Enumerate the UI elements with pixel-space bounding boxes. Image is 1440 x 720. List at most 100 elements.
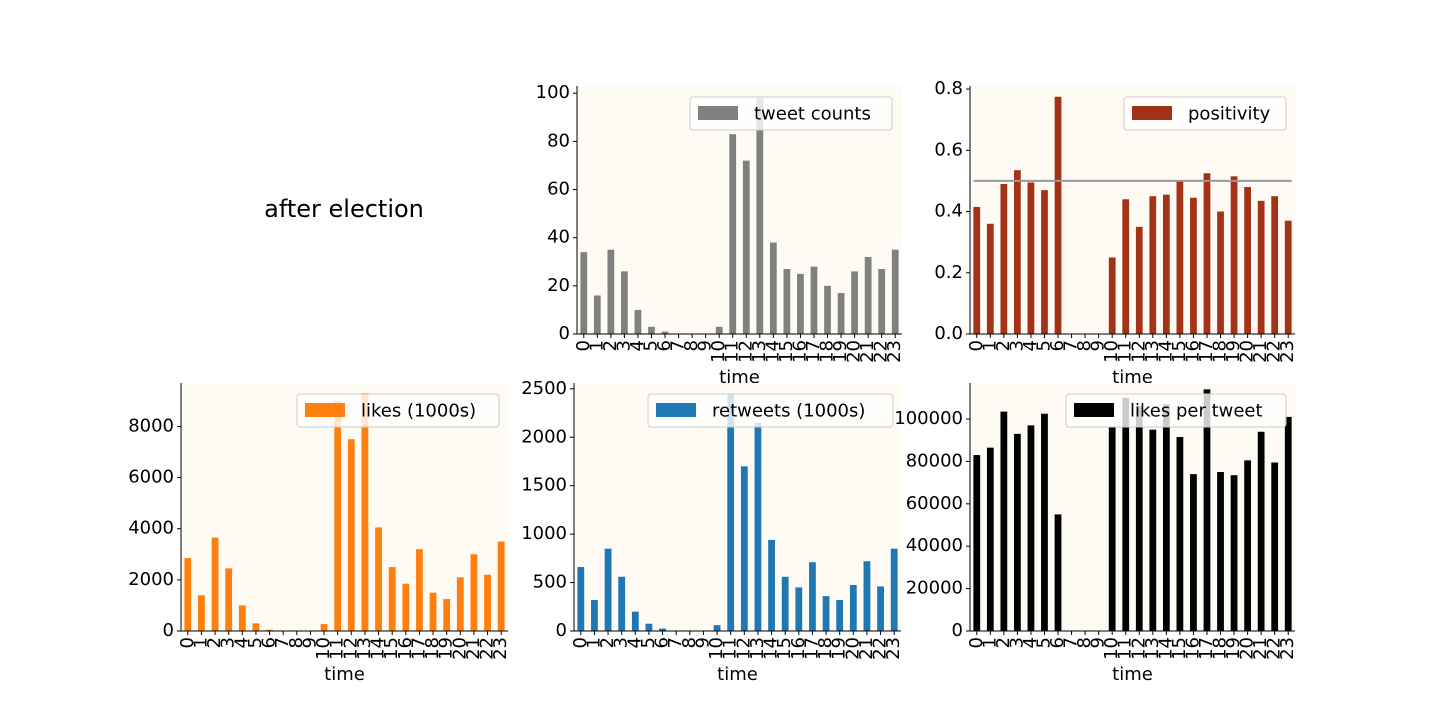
x-tick-label: 16 [1182,637,1203,660]
y-tick-label: 4000 [128,518,174,539]
x-tick-label: 2 [600,340,621,351]
bar-23 [891,249,899,334]
x-tick-label: 20 [844,340,865,363]
x-tick-label: 4 [231,637,252,648]
x-tick-label: 17 [1196,637,1217,660]
x-tick-label: 23 [490,637,511,660]
x-tick-label: 19 [829,637,850,660]
x-tick-label: 0 [570,637,591,648]
bar-10 [320,624,328,631]
bar-20 [851,271,858,334]
x-tick-label: 18 [815,637,836,660]
bar-21 [863,561,871,631]
bar-23 [890,548,898,631]
bar-19 [836,600,844,631]
x-tick-label: 10 [313,637,334,660]
x-tick-label: 5 [640,340,661,351]
x-tick-label: 0 [966,340,987,351]
x-tick-label: 11 [722,340,743,363]
bar-18 [1217,211,1224,334]
bar-12 [1135,406,1143,631]
bar-17 [1203,173,1211,334]
legend: likes (1000s) [296,393,500,428]
bar-6 [1054,514,1062,631]
bar-16 [797,273,804,334]
y-tick-label: 0.6 [934,139,963,160]
legend: tweet counts [689,96,893,131]
y-tick-label: 60 [547,179,570,200]
bar-17 [809,562,816,631]
bar-22 [1271,462,1279,631]
chart-retweets: 0123456789101112131415161718192021222305… [521,378,904,685]
bar-10 [715,326,723,334]
y-tick-label: 1500 [521,475,567,496]
bar-19 [1230,475,1238,631]
legend: retweets (1000s) [647,393,894,428]
x-tick-label: 9 [1088,340,1109,351]
bar-4 [238,605,246,631]
bar-15 [1176,437,1184,631]
x-tick-label: 15 [381,637,402,660]
x-tick-label: 2 [597,637,618,648]
bar-6 [1054,96,1062,334]
x-tick-label: 10 [708,340,729,363]
bar-21 [1257,200,1265,334]
legend: likes per tweet [1065,393,1287,428]
y-tick-label: 1000 [521,523,567,544]
x-tick-label: 1 [979,340,1000,351]
x-tick-label: 21 [463,637,484,660]
x-tick-label: 6 [259,637,280,648]
x-tick-label: 20 [1237,637,1258,660]
x-tick-label: 16 [789,340,810,363]
bar-1 [986,223,994,334]
bar-20 [1244,187,1251,334]
bar-18 [824,285,831,334]
x-tick-label: 12 [735,340,756,363]
x-tick-label: 7 [1061,637,1082,648]
bar-14 [1162,404,1170,631]
bar-20 [1244,460,1251,631]
y-tick-label: 0.4 [934,201,963,222]
legend-label: positivity [1188,104,1271,125]
x-tick-label: 23 [883,637,904,660]
bar-21 [864,256,872,334]
legend-swatch [698,106,738,120]
bar-17 [810,266,818,334]
bar-11 [334,400,342,631]
bar-23 [497,541,505,631]
x-tick-label: 17 [803,340,824,363]
x-tick-label: 21 [856,637,877,660]
bar-15 [1176,180,1184,334]
x-tick-label: 1 [583,637,604,648]
bar-17 [1203,389,1211,631]
bar-19 [837,293,845,334]
x-tick-label: 19 [436,637,457,660]
x-tick-label: 13 [1142,637,1163,660]
x-tick-label: 20 [449,637,470,660]
x-tick-label: 5 [1033,340,1054,351]
x-tick-label: 17 [801,637,822,660]
x-tick-label: 18 [817,340,838,363]
bar-16 [795,587,803,631]
x-tick-label: 19 [830,340,851,363]
x-tick-label: 10 [1101,637,1122,660]
bar-16 [1190,197,1197,334]
bar-1 [198,595,205,631]
bar-20 [849,584,857,631]
x-tick-label: 13 [354,637,375,660]
bar-5 [252,623,260,631]
bar-6 [266,629,273,631]
x-tick-label: 15 [1169,340,1190,363]
y-tick-label: 0 [952,620,963,641]
x-tick-label: 6 [654,340,675,351]
bar-5 [1041,413,1048,631]
legend-label: tweet counts [754,104,871,125]
bar-13 [1149,196,1157,334]
x-tick-label: 13 [749,340,770,363]
bar-18 [429,592,437,631]
bar-4 [1027,425,1035,631]
x-tick-label: 10 [1101,340,1122,363]
legend-box [296,393,500,428]
bar-5 [648,326,655,334]
x-tick-label: 6 [1047,340,1068,351]
